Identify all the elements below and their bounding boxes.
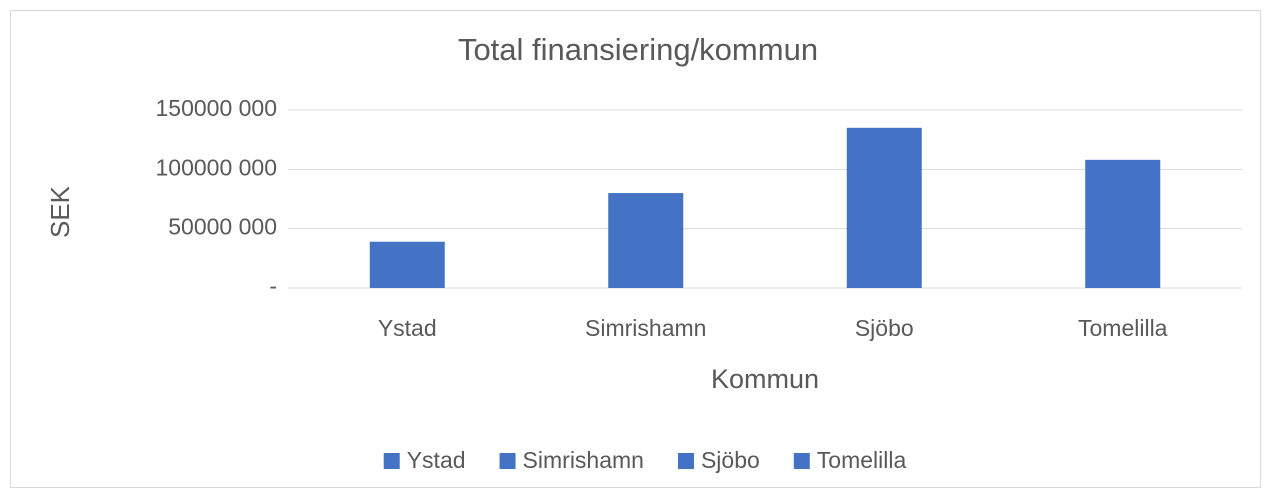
y-axis-title: SEK [45, 185, 75, 238]
y-tick-label: 150000 000 [155, 95, 277, 121]
y-tick-label: 100000 000 [155, 154, 277, 180]
x-tick-label: Sjöbo [855, 315, 914, 341]
bar [608, 193, 684, 288]
x-axis-title: Kommun [711, 364, 819, 394]
y-tick-label: - [269, 273, 277, 299]
legend-swatch [383, 453, 400, 469]
legend-swatch [677, 453, 694, 469]
x-tick-label: Simrishamn [585, 315, 706, 341]
y-tick-label: 50000 000 [168, 214, 277, 240]
legend-label: Simrishamn [523, 447, 644, 473]
legend-label: Ystad [407, 447, 466, 473]
legend-swatch [793, 453, 810, 469]
x-tick-label: Ystad [378, 315, 437, 341]
legend-label: Sjöbo [701, 447, 760, 473]
bar [369, 241, 445, 288]
bar [846, 127, 922, 288]
x-tick-label: Tomelilla [1078, 315, 1168, 341]
legend-swatch [499, 453, 516, 469]
legend-label: Tomelilla [817, 447, 907, 473]
chart-title: Total finansiering/kommun [458, 32, 818, 67]
bar [1085, 159, 1161, 288]
